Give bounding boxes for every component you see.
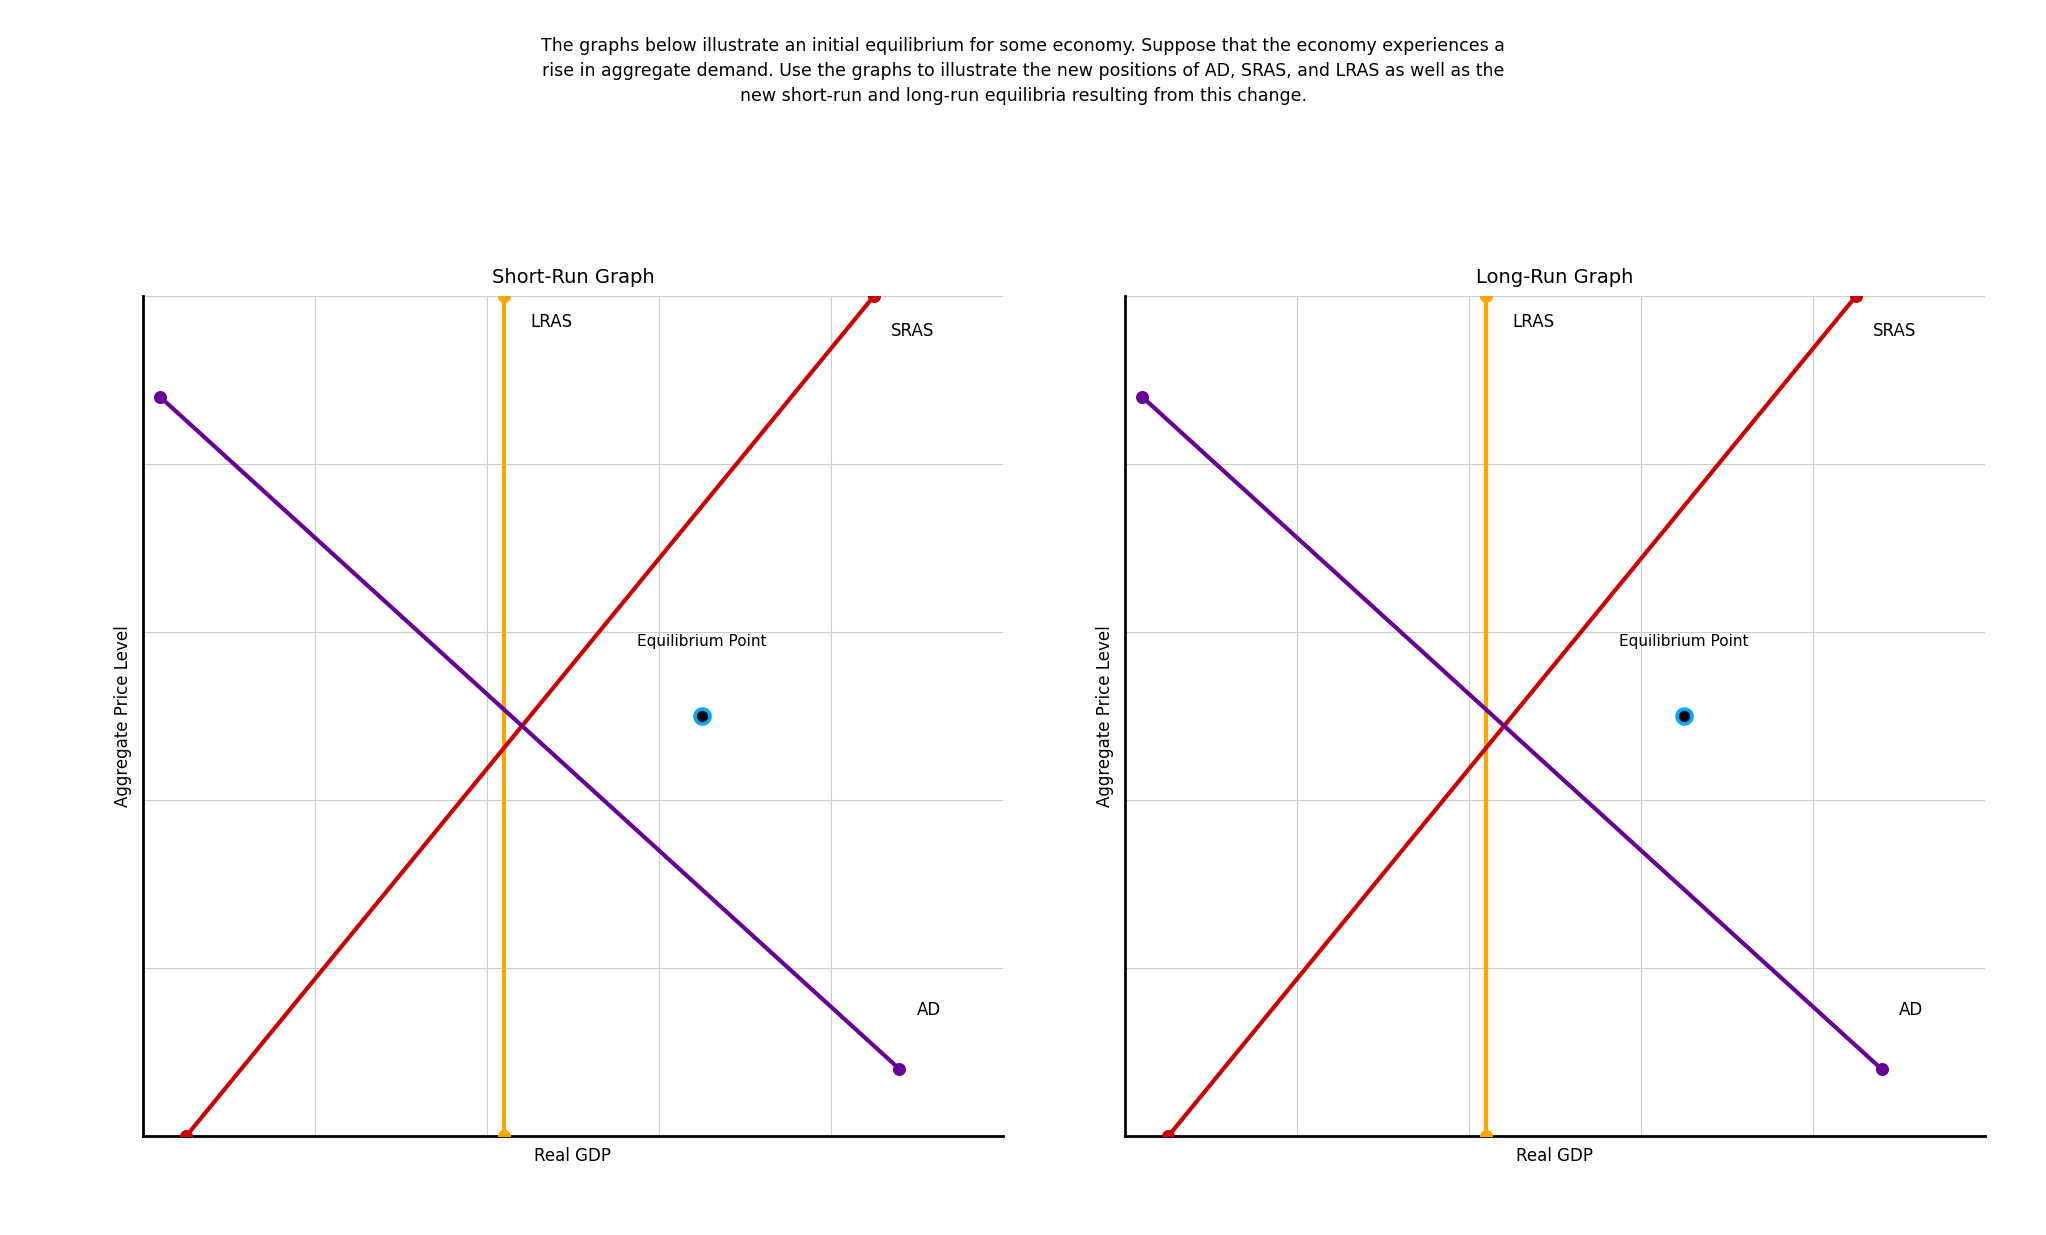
Point: [170, 1126, 203, 1146]
Point: [1469, 1126, 1502, 1146]
Point: [1839, 287, 1872, 306]
Title: Short-Run Graph: Short-Run Graph: [491, 268, 655, 287]
Point: [1152, 1126, 1185, 1146]
Point: [1667, 706, 1700, 726]
Y-axis label: Aggregate Price Level: Aggregate Price Level: [1097, 625, 1115, 808]
Text: LRAS: LRAS: [530, 314, 573, 331]
Text: LRAS: LRAS: [1512, 314, 1555, 331]
Point: [685, 706, 718, 726]
Text: Equilibrium Point: Equilibrium Point: [1618, 634, 1749, 650]
Y-axis label: Aggregate Price Level: Aggregate Price Level: [115, 625, 133, 808]
Point: [685, 706, 718, 726]
Text: SRAS: SRAS: [890, 321, 935, 340]
Text: SRAS: SRAS: [1872, 321, 1917, 340]
Point: [487, 1126, 520, 1146]
Point: [1125, 388, 1158, 408]
X-axis label: Real GDP: Real GDP: [1516, 1147, 1594, 1166]
Point: [1866, 1060, 1899, 1079]
Text: AD: AD: [917, 1002, 941, 1019]
Point: [487, 287, 520, 306]
Text: Equilibrium Point: Equilibrium Point: [636, 634, 767, 650]
Point: [857, 287, 890, 306]
Point: [1469, 287, 1502, 306]
Point: [884, 1060, 917, 1079]
Point: [1667, 706, 1700, 726]
Text: AD: AD: [1899, 1002, 1923, 1019]
Text: The graphs below illustrate an initial equilibrium for some economy. Suppose tha: The graphs below illustrate an initial e…: [540, 37, 1506, 105]
Point: [143, 388, 176, 408]
X-axis label: Real GDP: Real GDP: [534, 1147, 612, 1166]
Title: Long-Run Graph: Long-Run Graph: [1477, 268, 1633, 287]
